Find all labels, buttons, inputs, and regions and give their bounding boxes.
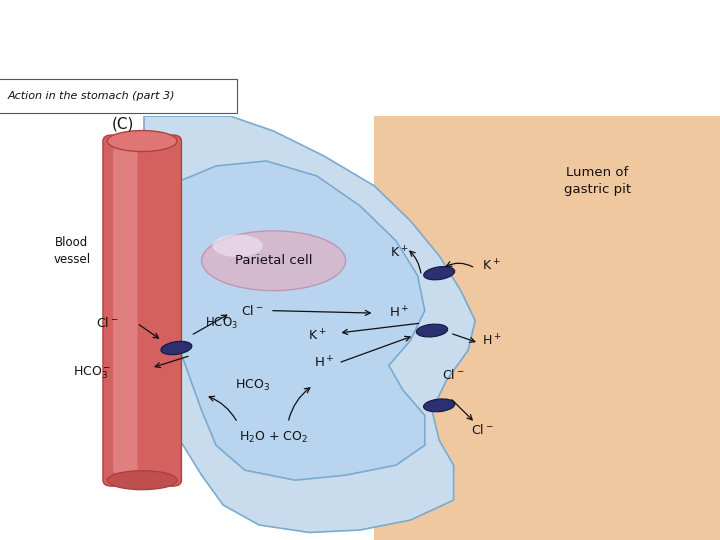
Text: H$_2$O + CO$_2$: H$_2$O + CO$_2$ xyxy=(239,430,308,445)
Text: Lumen of
gastric pit: Lumen of gastric pit xyxy=(564,166,631,196)
Text: H$^+$: H$^+$ xyxy=(314,355,334,370)
FancyBboxPatch shape xyxy=(113,148,138,473)
Ellipse shape xyxy=(161,341,192,355)
Text: HCO$_3^-$: HCO$_3^-$ xyxy=(73,364,112,381)
Text: Cl$^-$: Cl$^-$ xyxy=(442,368,465,382)
Text: HCO$_3$: HCO$_3$ xyxy=(205,315,238,330)
Polygon shape xyxy=(166,161,425,480)
Text: Action in the stomach (part 3): Action in the stomach (part 3) xyxy=(7,91,175,101)
FancyBboxPatch shape xyxy=(103,135,181,486)
Ellipse shape xyxy=(423,399,455,412)
FancyBboxPatch shape xyxy=(0,79,237,113)
Text: K$^+$: K$^+$ xyxy=(307,328,326,343)
Polygon shape xyxy=(374,116,720,540)
Text: Parietal cell: Parietal cell xyxy=(235,254,312,267)
Text: H$^+$: H$^+$ xyxy=(482,333,502,348)
Text: K$^+$: K$^+$ xyxy=(390,246,409,261)
Text: Cl$^-$: Cl$^-$ xyxy=(471,423,494,437)
Ellipse shape xyxy=(416,324,448,337)
Polygon shape xyxy=(144,116,475,532)
Ellipse shape xyxy=(424,267,454,280)
Text: H$^+$: H$^+$ xyxy=(390,306,410,321)
Text: HCO$_3$: HCO$_3$ xyxy=(235,378,269,393)
Text: Nutrition, Digestion, and Absorption - How does the vertebrate gastrointestinal : Nutrition, Digestion, and Absorption - H… xyxy=(7,43,649,56)
Text: (C): (C) xyxy=(112,116,134,131)
Ellipse shape xyxy=(107,131,177,152)
Ellipse shape xyxy=(107,471,177,490)
Text: Cl$^-$: Cl$^-$ xyxy=(96,316,119,330)
Text: K$^+$: K$^+$ xyxy=(482,258,501,273)
Ellipse shape xyxy=(212,234,263,257)
Ellipse shape xyxy=(202,231,346,291)
Text: Blood
vessel: Blood vessel xyxy=(53,236,91,266)
Text: Cl$^-$: Cl$^-$ xyxy=(240,303,264,318)
